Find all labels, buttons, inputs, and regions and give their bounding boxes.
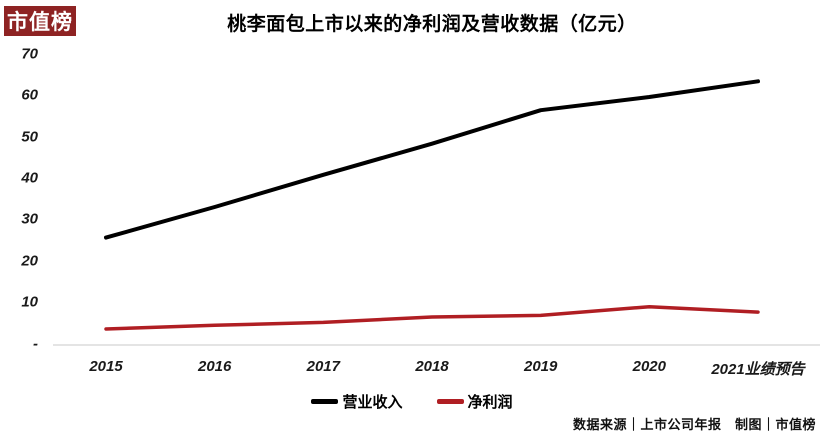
y-axis-tick-label: -	[33, 335, 38, 352]
x-axis-label: 2018	[415, 358, 449, 375]
y-axis-tick-label: 50	[21, 128, 38, 146]
legend-label-net-profit: 净利润	[467, 394, 513, 411]
y-axis-tick-label: 10	[21, 293, 38, 311]
legend-label-revenue: 营业收入	[342, 394, 403, 411]
legend-swatch-revenue	[311, 399, 339, 404]
x-axis-label: 2021业绩预告	[711, 361, 805, 378]
site-logo: 市值榜	[4, 6, 76, 36]
y-axis-tick-label: 20	[21, 252, 38, 270]
net-profit-line	[104, 304, 760, 331]
legend-swatch-net-profit	[436, 399, 464, 404]
y-axis-tick-label: 70	[21, 45, 38, 63]
y-axis-tick-label: 40	[21, 169, 38, 187]
legend: 营业收入 净利润	[0, 391, 824, 412]
source-note: 数据来源｜上市公司年报 制图｜市值榜	[572, 417, 816, 432]
y-axis-tick-label: 60	[21, 86, 38, 104]
x-axis-label: 2019	[524, 358, 558, 375]
site-logo-text: 市值榜	[7, 11, 73, 34]
revenue-line	[104, 79, 760, 240]
x-axis-label: 2015	[89, 358, 123, 375]
legend-item-net-profit: 净利润	[436, 391, 513, 412]
legend-item-revenue: 营业收入	[311, 391, 403, 412]
x-axis-label: 2017	[306, 358, 340, 375]
y-axis-tick-label: 30	[21, 210, 38, 228]
x-axis-label: 2020	[632, 358, 666, 375]
chart-title: 桃李面包上市以来的净利润及营收数据（亿元）	[227, 14, 637, 35]
x-axis-label: 2016	[198, 358, 232, 375]
